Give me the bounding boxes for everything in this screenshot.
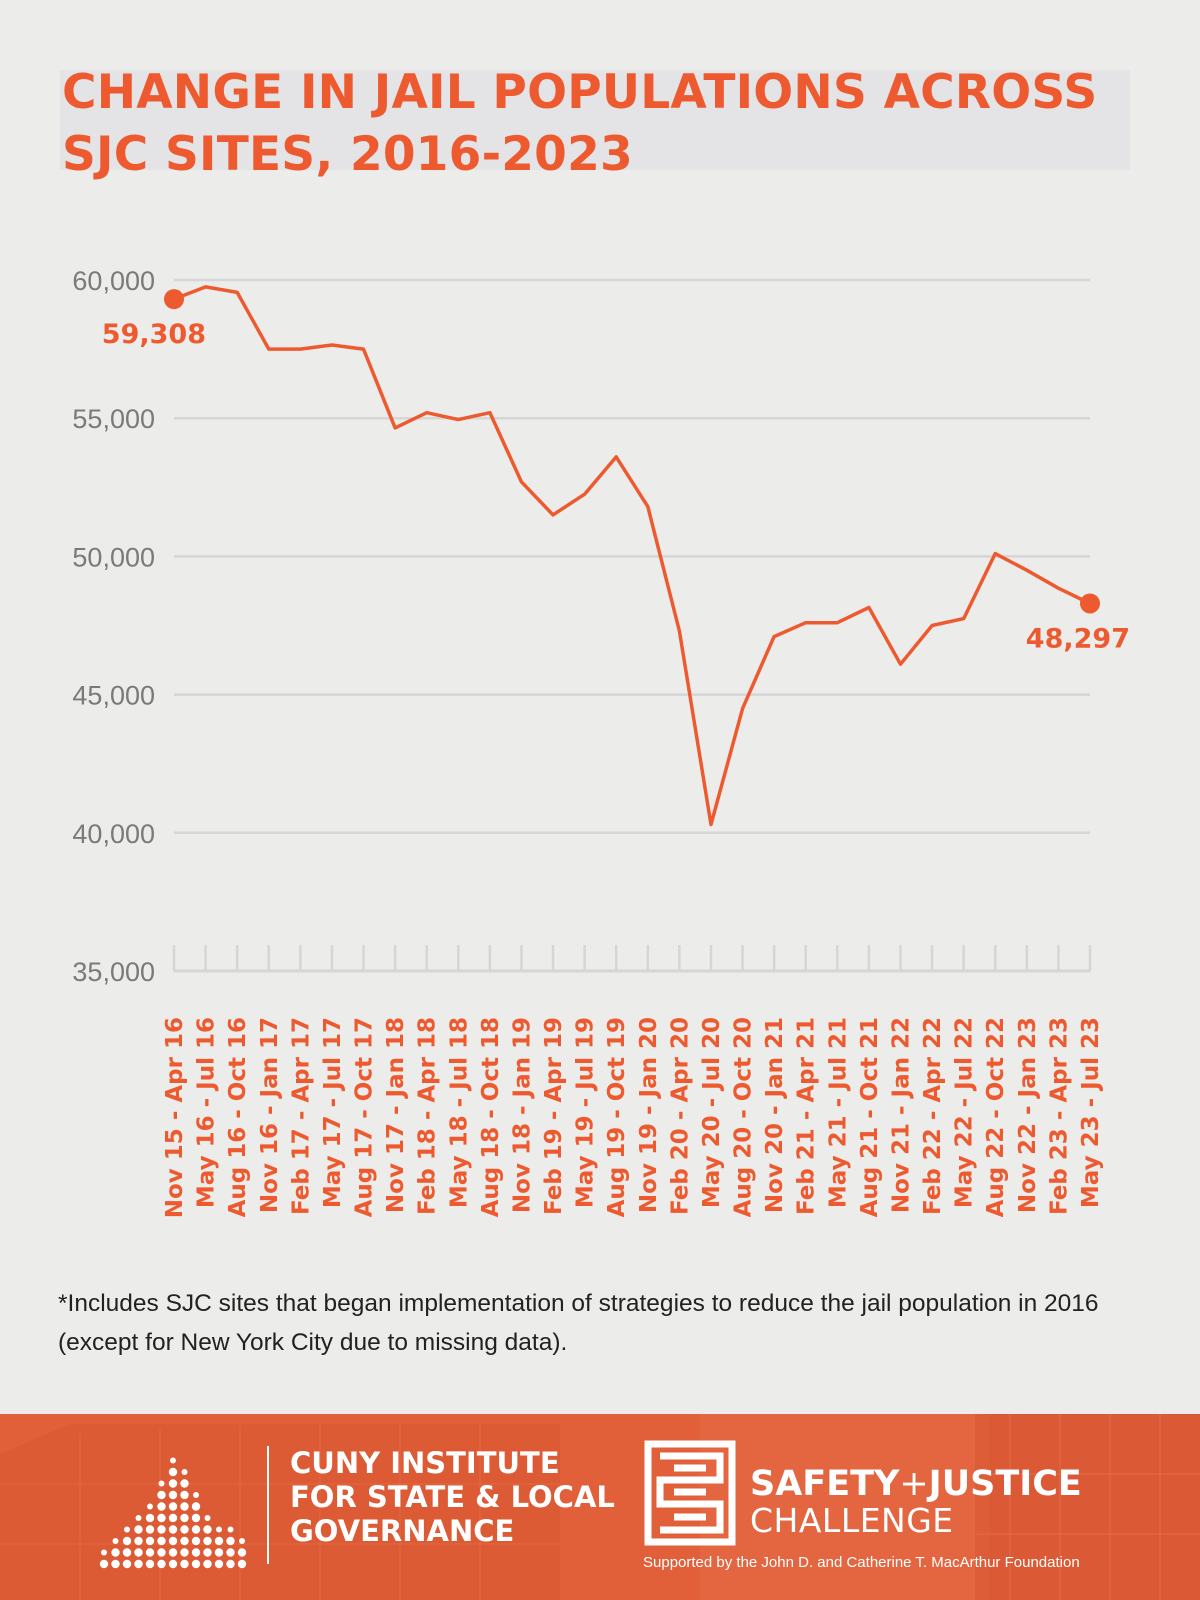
footnote: *Includes SJC sites that began implement… [58,1290,1099,1356]
x-tick-label: May 22 - Jul 22 [952,1017,978,1208]
x-tick-label: Feb 20 - Apr 20 [667,1017,693,1215]
x-tick-label: Aug 19 - Oct 19 [604,1017,630,1217]
x-tick-label: Aug 22 - Oct 22 [983,1017,1009,1217]
x-tick-label: Nov 15 - Apr 16 [162,1017,188,1218]
line-chart: 60,000 55,000 50,000 45,000 40,000 35,000 Nov… [72,266,1130,1218]
x-tick-label: Feb 19 - Apr 19 [541,1017,567,1215]
data-label: 59,308 [102,319,206,350]
x-tick-label: Nov 16 - Jan 17 [257,1017,283,1213]
y-tick-label: 60,000 [72,266,155,296]
series-line [173,285,1091,827]
x-tick-label: Feb 22 - Apr 22 [920,1017,946,1215]
x-tick-label: May 19 - Jul 19 [573,1017,599,1208]
x-axis [172,945,1092,973]
x-tick-label: Nov 19 - Jan 20 [636,1017,662,1213]
data-point [164,289,184,310]
x-tick-label: Feb 18 - Apr 18 [415,1017,441,1215]
sjc-support-text: Supported by the John D. and Catherine T… [643,1554,1080,1571]
y-tick-label: 35,000 [72,957,155,987]
cuny-institute-name: CUNY INSTITUTE FOR STATE & LOCAL GOVERNA… [290,1446,615,1548]
x-tick-label: Aug 16 - Oct 16 [225,1017,251,1217]
sjc-word-justice: JUSTICE [928,1464,1082,1504]
x-tick-label: May 18 - Jul 18 [446,1017,472,1208]
x-tick-label: Aug 20 - Oct 20 [731,1017,757,1217]
y-tick-label: 40,000 [72,819,155,849]
chart-title-line1: CHANGE IN JAIL POPULATIONS ACROSS [62,65,1098,120]
data-labels: 59,308 48,297 [102,319,1130,654]
y-tick-label: 45,000 [72,681,155,711]
y-axis: 60,000 55,000 50,000 45,000 40,000 35,000 [72,266,155,987]
x-tick-label: May 17 - Jul 17 [320,1017,346,1208]
x-tick-label: Nov 21 - Jan 22 [888,1017,914,1213]
x-tick-label: Aug 18 - Oct 18 [478,1017,504,1217]
data-point [1080,593,1100,614]
x-tick-label: Aug 21 - Oct 21 [857,1017,883,1217]
x-tick-label: May 23 - Jul 23 [1078,1017,1104,1208]
x-axis-labels: Nov 15 - Apr 16 May 16 - Jul 16 Aug 16 - O… [162,1017,1104,1218]
x-tick-label: Feb 23 - Apr 23 [1046,1017,1072,1215]
footer-banner: CUNY INSTITUTE FOR STATE & LOCAL GOVERNA… [0,1414,1200,1600]
x-tick-label: Aug 17 - Oct 17 [352,1017,378,1217]
sjc-plus: + [899,1464,929,1504]
y-tick-label: 55,000 [72,404,155,434]
series-layer [164,285,1100,827]
cuny-name-line3: GOVERNANCE [290,1514,515,1548]
x-tick-label: May 16 - Jul 16 [194,1017,220,1208]
sjc-name-line2: CHALLENGE [750,1501,954,1540]
cuny-logo-icon [99,1457,247,1569]
sjc-name-line1: SAFETY+JUSTICE [750,1464,1082,1504]
x-tick-label: Feb 17 - Apr 17 [288,1017,314,1215]
x-tick-label: Nov 17 - Jan 18 [383,1017,409,1213]
sjc-logo-icon [644,1440,736,1546]
sjc-word-safety: SAFETY [750,1464,900,1504]
x-tick-label: Feb 21 - Apr 21 [794,1017,820,1215]
chart-title: CHANGE IN JAIL POPULATIONS ACROSS SJC SI… [62,62,1162,186]
grid-layer [174,278,1090,835]
x-tick-label: Nov 22 - Jan 23 [1015,1017,1041,1213]
footer-building-backdrop [0,1414,1200,1600]
cuny-name-line1: CUNY INSTITUTE [290,1446,560,1480]
x-tick-label: Nov 18 - Jan 19 [509,1017,535,1213]
title-highlight-band [60,70,1130,170]
chart-title-line2: SJC SITES, 2016-2023 [62,127,633,182]
cuny-name-line2: FOR STATE & LOCAL [290,1480,615,1514]
x-tick-label: May 21 - Jul 21 [825,1017,851,1208]
x-tick-label: Nov 20 - Jan 21 [762,1017,788,1213]
x-tick-label: May 20 - Jul 20 [699,1017,725,1208]
data-label: 48,297 [1026,623,1130,654]
y-tick-label: 50,000 [72,542,155,572]
